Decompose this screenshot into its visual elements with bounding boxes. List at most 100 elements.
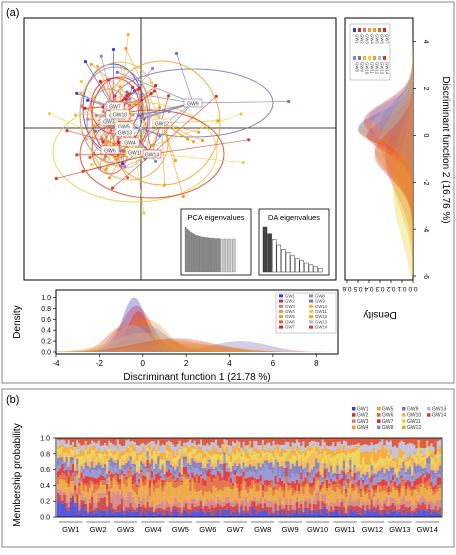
membership-segment [93,467,95,470]
membership-segment [341,467,343,471]
legend-label: GW2 [360,34,365,44]
membership-segment [110,438,112,443]
membership-segment [132,444,134,451]
membership-segment [136,487,138,495]
membership-segment [91,441,93,446]
membership-segment [61,462,63,464]
point-gw6 [109,129,112,132]
membership-segment [253,478,255,480]
membership-segment [381,444,383,458]
membership-segment [396,448,398,459]
membership-segment [300,458,302,466]
membership-segment [245,438,247,446]
legend-label: GW10 [407,413,421,419]
membership-segment [356,446,358,450]
membership-segment [354,500,356,506]
membership-segment [377,460,379,466]
membership-segment [373,445,375,448]
membership-segment [78,453,80,456]
membership-segment [125,463,127,470]
membership-segment [234,446,236,455]
membership-segment [57,440,59,446]
membership-segment [373,485,375,491]
membership-segment [366,467,368,472]
membership-segment [198,470,200,476]
point-gw10 [127,33,130,36]
membership-segment [311,514,313,517]
membership-segment [108,462,110,471]
membership-segment [170,442,172,449]
membership-segment [170,455,172,465]
membership-segment [61,472,63,479]
membership-segment [240,454,242,457]
pca-bar [231,239,232,272]
membership-segment [268,487,270,493]
membership-segment [435,494,437,497]
membership-segment [215,467,217,470]
membership-segment [264,503,266,509]
membership-segment [72,456,74,458]
membership-segment [324,438,326,442]
membership-segment [147,438,149,444]
membership-segment [132,507,134,512]
membership-segment [138,438,140,446]
membership-segment [117,451,119,454]
membership-segment [95,451,97,457]
membership-segment [174,506,176,510]
legend-label: GW9 [407,407,419,413]
membership-segment [147,502,149,510]
membership-segment [315,442,317,446]
membership-segment [240,490,242,495]
membership-segment [100,493,102,498]
membership-segment [407,474,409,480]
membership-segment [411,472,413,476]
membership-segment [142,446,144,452]
membership-segment [166,471,168,477]
membership-segment [430,514,432,517]
membership-segment [270,470,272,480]
membership-segment [326,468,328,476]
membership-segment [300,446,302,452]
membership-segment [98,485,100,489]
membership-segment [285,505,287,515]
membership-segment [424,468,426,475]
membership-segment [339,441,341,444]
membership-segment [230,462,232,467]
membership-segment [204,475,206,481]
membership-segment [115,509,117,511]
membership-segment [330,495,332,502]
membership-segment [132,495,134,497]
membership-segment [208,491,210,494]
membership-segment [317,510,319,517]
membership-segment [253,447,255,451]
point-gw6 [126,176,129,179]
membership-segment [362,508,364,517]
membership-segment [130,484,132,491]
membership-segment [351,452,353,469]
membership-segment [264,480,266,484]
pca-bar [204,237,205,272]
membership-segment [415,500,417,507]
membership-segment [253,485,255,493]
membership-segment [59,495,61,501]
membership-segment [428,450,430,452]
membership-segment [260,491,262,497]
membership-segment [238,492,240,498]
membership-segment [437,485,439,491]
membership-segment [238,458,240,463]
membership-segment [151,438,153,441]
membership-segment [215,440,217,448]
membership-segment [196,455,198,458]
membership-segment [123,484,125,490]
membership-segment [426,497,428,502]
membership-segment [315,511,317,517]
membership-segment [245,467,247,471]
membership-segment [89,498,91,503]
membership-segment [424,465,426,468]
membership-segment [428,456,430,464]
membership-segment [266,450,268,452]
membership-segment [157,440,159,445]
membership-segment [181,501,183,507]
membership-segment [407,469,409,475]
membership-segment [341,502,343,510]
